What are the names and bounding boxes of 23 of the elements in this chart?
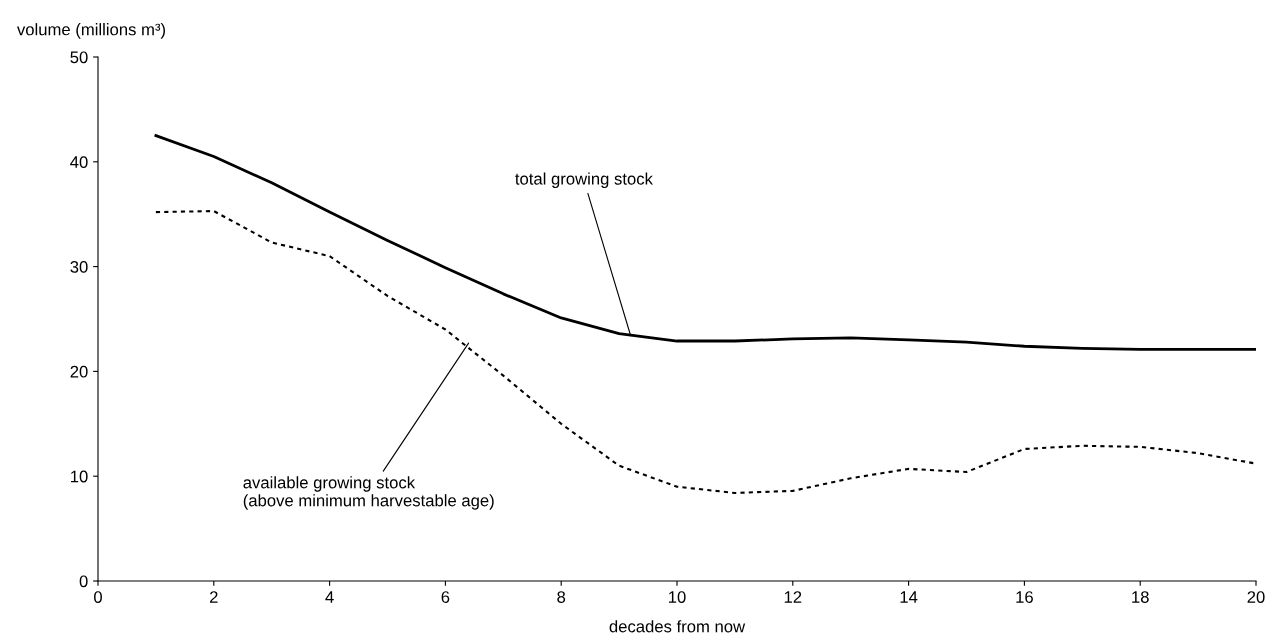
annotation: available growing stock (above minimum harvestable age) [243,476,494,510]
y-tick-label: 20 [70,365,88,378]
x-tick-label: 8 [557,591,566,603]
x-tick-label: 12 [784,591,802,603]
y-tick-label: 30 [70,261,88,273]
y-tick-label: 50 [70,51,88,64]
x-tick-label: 0 [94,591,102,603]
x-tick-label: 2 [210,591,218,603]
line-series [154,134,1256,351]
y-tick-label: 10 [71,470,88,483]
x-axis-title: decades from now [609,620,746,633]
x-tick-label: 10 [669,591,686,603]
y-tick-label: 0 [79,575,88,588]
x-tick-label: 18 [1132,591,1149,603]
x-tick-label: 20 [1247,591,1265,603]
x-tick-label: 6 [441,591,450,603]
x-tick-label: 16 [1016,591,1033,603]
line-series [154,210,1256,495]
y-tick-label: 40 [70,156,88,168]
y-axis-title: volume (millions m³) [17,23,165,39]
annotation: total growing stock [515,172,653,188]
x-tick-label: 4 [325,591,334,603]
x-tick-label: 14 [900,591,918,603]
